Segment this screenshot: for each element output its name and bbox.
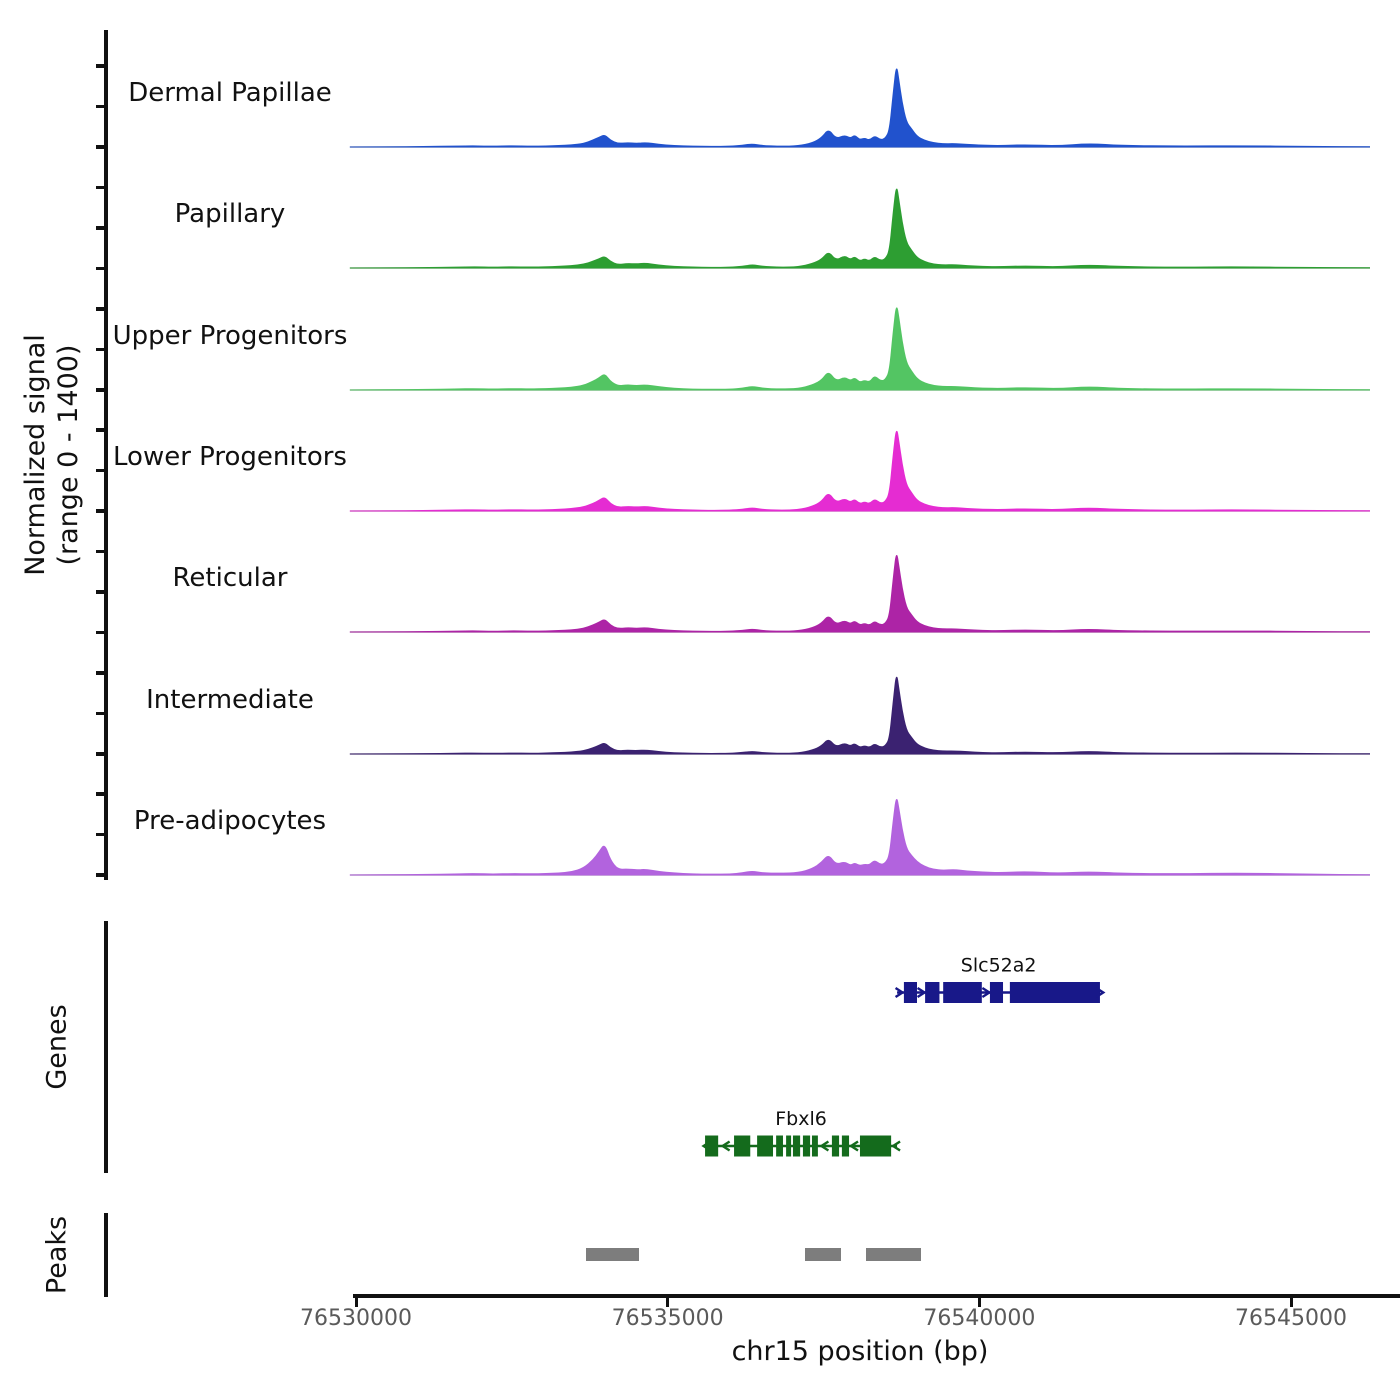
signal-axis-tick bbox=[96, 711, 105, 715]
exon bbox=[925, 982, 940, 1003]
genes-section-label: Genes bbox=[41, 1004, 73, 1090]
exon bbox=[734, 1135, 751, 1157]
peak-interval bbox=[866, 1248, 922, 1261]
track-label-lower-progenitors: Lower Progenitors bbox=[113, 442, 347, 472]
exon bbox=[786, 1135, 792, 1157]
exon bbox=[903, 982, 917, 1003]
gene-fbxl6: Fbxl6 bbox=[701, 1108, 901, 1157]
signal-axis-tick bbox=[96, 64, 105, 68]
signal-axis-tick bbox=[96, 873, 105, 877]
peaks-section-label: Peaks bbox=[41, 1215, 73, 1295]
x-axis-tick bbox=[666, 1298, 670, 1307]
exon bbox=[802, 1135, 811, 1157]
exon bbox=[705, 1135, 719, 1157]
x-axis-title: chr15 position (bp) bbox=[731, 1336, 989, 1367]
signal-axis-tick bbox=[96, 185, 105, 190]
signal-axis-tick bbox=[96, 104, 105, 109]
x-axis-tick-label: 76545000 bbox=[1235, 1306, 1347, 1331]
peak-interval bbox=[805, 1248, 842, 1261]
genes-svg: Slc52a2 Fbxl6 bbox=[701, 955, 1106, 1157]
exon bbox=[831, 1135, 840, 1157]
signal-axis-tick bbox=[96, 509, 105, 513]
signal-area-dermal-papillae bbox=[349, 68, 1370, 148]
track-label-reticular: Reticular bbox=[172, 563, 288, 594]
signal-area-upper-progenitors bbox=[349, 307, 1370, 391]
exon bbox=[792, 1135, 801, 1157]
signal-axis-tick bbox=[96, 266, 105, 271]
exon bbox=[859, 1135, 892, 1157]
signal-axis-tick bbox=[96, 347, 105, 351]
signal-axis-tick bbox=[96, 832, 105, 837]
track-label-intermediate: Intermediate bbox=[146, 684, 314, 715]
x-axis-tick-label: 76535000 bbox=[611, 1306, 724, 1331]
track-label-dermal-papillae: Dermal Papillae bbox=[128, 78, 332, 108]
signal-track-dermal-papillae bbox=[349, 68, 1370, 148]
gene-label-slc52a2: Slc52a2 bbox=[961, 955, 1037, 977]
signal-track-upper-progenitors bbox=[349, 307, 1370, 391]
x-axis-tick-label: 76540000 bbox=[923, 1306, 1036, 1331]
signal-axis-tick bbox=[96, 549, 105, 554]
signal-axis-tick bbox=[96, 671, 105, 675]
signal-axis-tick bbox=[96, 752, 105, 756]
exon bbox=[989, 982, 1004, 1003]
genes-axis-spine bbox=[104, 921, 108, 1173]
signal-area-papillary bbox=[349, 188, 1370, 269]
track-label-pre-adipocytes: Pre-adipocytes bbox=[133, 806, 327, 836]
x-axis-tick-label: 76530000 bbox=[300, 1306, 412, 1331]
signal-track-papillary bbox=[349, 188, 1370, 269]
x-axis-tick bbox=[977, 1298, 981, 1307]
signal-area-lower-progenitors bbox=[349, 430, 1370, 512]
exon bbox=[1009, 982, 1100, 1003]
exon bbox=[811, 1135, 818, 1157]
track-label-upper-progenitors: Upper Progenitors bbox=[112, 320, 348, 351]
exon bbox=[943, 982, 982, 1003]
signal-axis-tick bbox=[96, 226, 105, 230]
signal-axis-spine bbox=[104, 30, 108, 880]
peak-interval bbox=[586, 1248, 639, 1261]
signal-axis-tick bbox=[96, 630, 105, 635]
exon bbox=[757, 1135, 774, 1157]
gene-slc52a2: Slc52a2 bbox=[894, 955, 1106, 1003]
signal-track-pre-adipocytes bbox=[349, 798, 1370, 876]
signal-axis-tick bbox=[96, 388, 105, 392]
signal-axis-tick bbox=[96, 428, 105, 432]
peaks-axis-spine bbox=[104, 1213, 108, 1297]
signal-area-intermediate bbox=[349, 676, 1370, 755]
signal-axis-tick bbox=[96, 792, 105, 796]
signal-area-reticular bbox=[349, 555, 1370, 633]
x-axis-tick bbox=[1289, 1298, 1293, 1307]
signal-axis-tick bbox=[96, 468, 105, 473]
x-axis-line bbox=[353, 1294, 1400, 1298]
signal-axis-tick bbox=[96, 145, 105, 149]
gene-label-fbxl6: Fbxl6 bbox=[775, 1108, 827, 1130]
signal-area-pre-adipocytes bbox=[349, 798, 1370, 876]
x-axis-tick bbox=[354, 1298, 358, 1307]
signal-axis-tick bbox=[96, 590, 105, 594]
track-label-papillary: Papillary bbox=[174, 199, 286, 230]
signal-track-intermediate bbox=[349, 676, 1370, 755]
signal-track-reticular bbox=[349, 555, 1370, 633]
exon bbox=[776, 1135, 783, 1157]
y-axis-label-line1: Normalized signal bbox=[20, 334, 51, 576]
exon bbox=[841, 1135, 850, 1157]
signal-axis-tick bbox=[96, 307, 105, 311]
signal-track-lower-progenitors bbox=[349, 430, 1370, 512]
